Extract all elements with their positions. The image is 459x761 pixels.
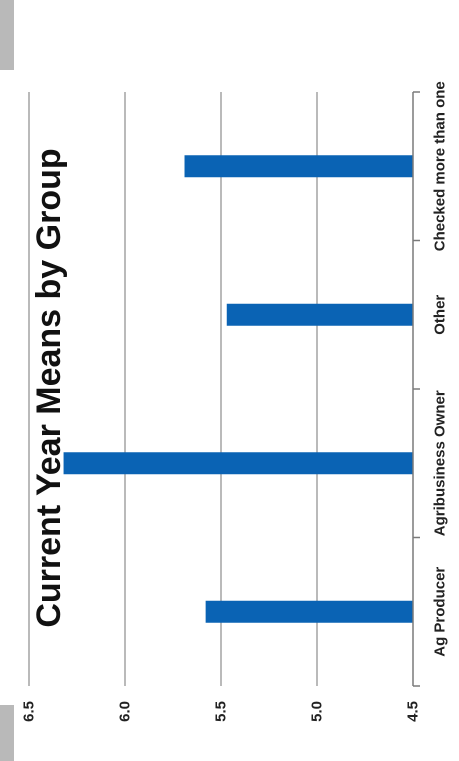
left-scan-edge-lower: [0, 705, 14, 761]
y-tick-label: 6.5: [21, 701, 38, 722]
category-label: Checked more than one: [432, 81, 449, 251]
bar: [226, 303, 413, 326]
category-label: Other: [432, 295, 449, 335]
bars: [63, 155, 414, 623]
axes: [412, 91, 420, 687]
category-label: Ag Producer: [432, 567, 449, 657]
y-tick-label: 6.0: [117, 701, 134, 722]
labels: 4.5 5.0 5.5 6.0 6.5 Ag Producer Agribusiness O…: [21, 81, 449, 722]
chart-title: Current Year Means by Group: [30, 148, 68, 627]
y-tick-label: 5.0: [309, 701, 326, 722]
bar: [63, 452, 414, 475]
y-tick-label: 4.5: [405, 701, 422, 722]
y-tick-label: 5.5: [213, 701, 230, 722]
bar: [184, 155, 413, 178]
bar: [205, 600, 413, 623]
category-label: Agribusiness Owner: [432, 390, 449, 536]
gridlines: [28, 92, 318, 686]
left-scan-edge: [0, 0, 14, 70]
